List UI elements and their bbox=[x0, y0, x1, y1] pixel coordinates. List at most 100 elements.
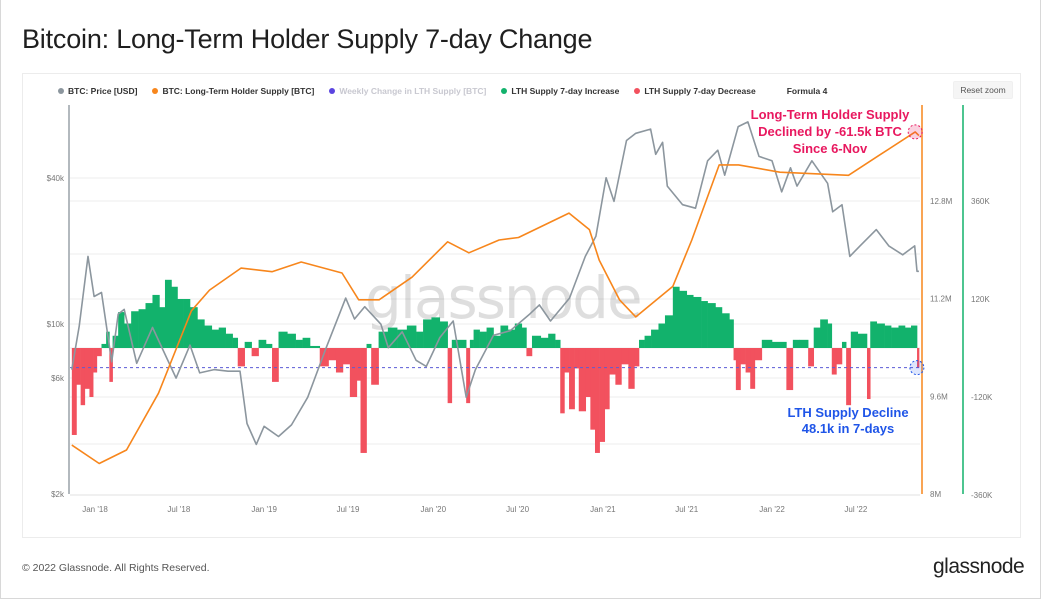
legend-item-price[interactable]: BTC: Price [USD] bbox=[58, 86, 137, 96]
increase-bar bbox=[904, 327, 912, 348]
increase-bar bbox=[451, 339, 467, 348]
x-tick-label: Jan '21 bbox=[590, 505, 616, 514]
increase-bar bbox=[310, 345, 321, 348]
increase-bar bbox=[479, 331, 487, 348]
increase-bar bbox=[531, 335, 542, 348]
increase-bar bbox=[820, 319, 828, 348]
chart-legend: BTC: Price [USD] BTC: Long-Term Holder S… bbox=[58, 86, 827, 96]
decrease-bar bbox=[836, 348, 843, 365]
increase-bar bbox=[672, 286, 680, 348]
reset-zoom-button[interactable]: Reset zoom bbox=[953, 81, 1013, 99]
increase-bar bbox=[118, 312, 125, 348]
increase-bar bbox=[827, 323, 833, 348]
increase-bar bbox=[555, 339, 561, 348]
legend-item-weekly-change[interactable]: Weekly Change in LTH Supply [BTC] bbox=[329, 86, 486, 96]
increase-bar bbox=[761, 339, 773, 348]
increase-bar bbox=[679, 290, 688, 348]
increase-bar bbox=[145, 303, 153, 348]
increase-bar bbox=[265, 343, 273, 348]
increase-bar bbox=[302, 337, 311, 348]
decrease-bar bbox=[831, 348, 837, 375]
glassnode-logo: glassnode bbox=[933, 555, 1025, 578]
increase-bar bbox=[124, 323, 132, 348]
increase-bar bbox=[707, 303, 716, 348]
x-tick-label: Jul '22 bbox=[844, 505, 867, 514]
y-change-tick-label: -360K bbox=[971, 491, 993, 500]
increase-bar bbox=[850, 331, 859, 348]
legend-item-increase[interactable]: LTH Supply 7-day Increase bbox=[501, 86, 619, 96]
x-tick-label: Jul '18 bbox=[167, 505, 190, 514]
decrease-bar bbox=[349, 348, 358, 397]
watermark: glassnode bbox=[365, 264, 641, 332]
decrease-bar bbox=[621, 348, 629, 365]
increase-bar bbox=[397, 329, 408, 348]
increase-bar bbox=[164, 279, 172, 348]
decrease-bar bbox=[237, 348, 245, 367]
increase-bar bbox=[423, 319, 432, 348]
lth-supply-series-line bbox=[71, 131, 920, 465]
increase-bar bbox=[891, 327, 899, 348]
increase-bar bbox=[138, 309, 146, 348]
increase-bar bbox=[911, 325, 918, 348]
increase-bar bbox=[792, 339, 800, 348]
legend-item-formula[interactable]: Formula 4 bbox=[787, 86, 828, 96]
decrease-bar bbox=[71, 348, 77, 435]
x-tick-label: Jul '19 bbox=[337, 505, 360, 514]
decrease-bar bbox=[866, 348, 871, 400]
decrease-bar bbox=[578, 348, 587, 412]
decrease-bar bbox=[84, 348, 90, 389]
x-tick-label: Jan '18 bbox=[82, 505, 108, 514]
increase-bar bbox=[278, 331, 288, 348]
increase-bar bbox=[197, 319, 205, 348]
decrease-bar bbox=[574, 348, 580, 369]
annotation-supply-text: Since 6-Nov bbox=[793, 141, 868, 156]
legend-item-decrease[interactable]: LTH Supply 7-day Decrease bbox=[634, 86, 756, 96]
increase-bar bbox=[469, 339, 474, 348]
increase-bar bbox=[898, 325, 906, 348]
increase-bar bbox=[651, 329, 659, 348]
decrease-bar bbox=[526, 348, 533, 357]
legend-label: BTC: Long-Term Holder Supply [BTC] bbox=[162, 86, 315, 96]
decrease-bar bbox=[594, 348, 600, 453]
decrease-bar bbox=[319, 348, 329, 367]
decrease-bar bbox=[917, 348, 920, 368]
decrease-bar bbox=[740, 348, 746, 365]
decrease-bar bbox=[628, 348, 635, 389]
increase-bar bbox=[507, 329, 516, 348]
increase-bar bbox=[439, 321, 448, 348]
increase-bar bbox=[366, 343, 372, 348]
annotation-marker-change bbox=[909, 360, 925, 376]
decrease-bar bbox=[272, 348, 279, 382]
decrease-bar bbox=[335, 348, 344, 373]
increase-bar bbox=[876, 323, 885, 348]
decrease-bar bbox=[585, 348, 591, 397]
decrease-bar bbox=[590, 348, 596, 430]
decrease-bar bbox=[808, 348, 815, 367]
increase-bar bbox=[152, 294, 160, 348]
increase-bar bbox=[493, 335, 501, 348]
increase-bar bbox=[521, 327, 527, 348]
increase-bar bbox=[473, 329, 480, 348]
y-supply-tick-label: 9.6M bbox=[930, 392, 948, 401]
decrease-bar bbox=[466, 348, 471, 404]
legend-label: Weekly Change in LTH Supply [BTC] bbox=[339, 86, 487, 96]
increase-bar bbox=[639, 339, 645, 348]
decrease-bar bbox=[754, 348, 763, 361]
annotation-supply-text: Long-Term Holder Supply bbox=[751, 107, 910, 122]
legend-item-lth-supply[interactable]: BTC: Long-Term Holder Supply [BTC] bbox=[152, 86, 314, 96]
increase-bar bbox=[189, 307, 198, 348]
decrease-bar bbox=[750, 348, 756, 389]
y-supply-tick-label: 12.8M bbox=[930, 197, 953, 206]
decrease-bar bbox=[569, 348, 575, 410]
y-change-tick-label: -120K bbox=[971, 393, 993, 402]
decrease-bar bbox=[328, 348, 337, 361]
legend-dot bbox=[501, 88, 508, 94]
x-tick-label: Jan '19 bbox=[251, 505, 277, 514]
increase-bar bbox=[112, 335, 119, 348]
decrease-bar bbox=[356, 348, 361, 381]
increase-bar bbox=[287, 333, 296, 348]
increase-bar bbox=[295, 339, 303, 348]
increase-bar bbox=[416, 331, 424, 348]
increase-bar bbox=[799, 339, 809, 348]
